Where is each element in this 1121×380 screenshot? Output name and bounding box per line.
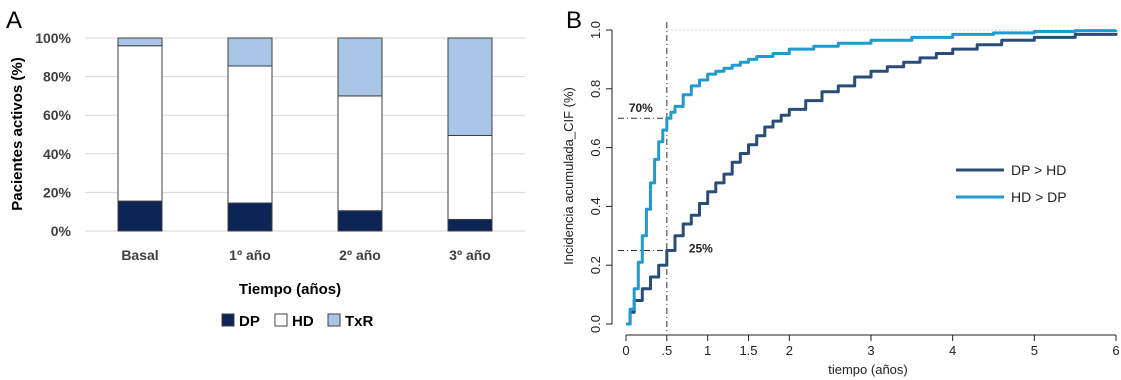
panel-a-y-tick-label: 40% bbox=[43, 146, 72, 162]
bar-segment-hd-3-a-o bbox=[447, 134, 493, 220]
bar-segment-txr-basal bbox=[117, 37, 163, 47]
bar-segment-dp-3-a-o bbox=[447, 218, 493, 232]
bar-segment-dp-basal bbox=[117, 200, 163, 232]
panel-a: A Pacientes activos (%) Tiempo (años) 0%… bbox=[6, 7, 525, 330]
panel-a-bars bbox=[117, 37, 493, 232]
panel-a-y-tick-label: 20% bbox=[43, 184, 72, 200]
panel-b-y-tick-label: 0.2 bbox=[588, 256, 603, 274]
series-line-hd-dp bbox=[626, 29, 1118, 326]
bar-segment-hd-2-a-o bbox=[337, 95, 383, 212]
panel-b-x-tick-label: 6 bbox=[1112, 343, 1119, 358]
series-line-dp-hd bbox=[626, 32, 1118, 326]
panel-a-x-tick-label: 3º año bbox=[449, 247, 491, 263]
panel-a-x-tick-label: 1º año bbox=[229, 247, 271, 263]
legend-label-dp: DP bbox=[239, 313, 260, 330]
panel-b-y-tick-label: 1.0 bbox=[588, 21, 603, 39]
panel-b-annotations: 70% 25% bbox=[629, 101, 713, 255]
panel-a-letter: A bbox=[6, 7, 22, 34]
bar-segment-hd-1-a-o bbox=[227, 65, 273, 204]
legend-label-hd-dp: HD > DP bbox=[1011, 189, 1067, 205]
panel-b-x-tick-label: 2 bbox=[786, 343, 793, 358]
annotation-label: 70% bbox=[629, 101, 653, 115]
legend-label-hd: HD bbox=[292, 313, 314, 330]
panel-b-x-tick-label: 1 bbox=[704, 343, 711, 358]
bar-segment-txr-2-a-o bbox=[337, 37, 383, 97]
panel-a-x-axis-title: Tiempo (años) bbox=[239, 281, 341, 298]
legend-swatch-dp bbox=[221, 313, 235, 327]
bar-segment-txr-3-a-o bbox=[447, 37, 493, 136]
panel-b-letter: B bbox=[566, 7, 582, 34]
panel-a-x-ticks: Basal 1º año 2º año 3º año bbox=[121, 247, 491, 263]
panel-a-y-tick-label: 80% bbox=[43, 69, 72, 85]
panel-b-x-ticks: 0 .5 1 1.5 2 3 4 5 6 bbox=[622, 335, 1120, 358]
panel-b-reference-lines bbox=[618, 22, 1116, 332]
legend-swatch-hd bbox=[274, 313, 288, 327]
panel-b-y-tick-label: 0.4 bbox=[588, 197, 603, 215]
panel-b-x-axis-title: tiempo (años) bbox=[828, 362, 907, 377]
bar-segment-txr-1-a-o bbox=[227, 37, 273, 67]
panel-b: B Incidencia acumulada_CIF (%) tiempo (a… bbox=[561, 7, 1120, 377]
panel-a-legend: DP HD TxR bbox=[221, 313, 374, 330]
panel-b-x-tick-label: 3 bbox=[867, 343, 874, 358]
panel-a-y-tick-label: 0% bbox=[51, 223, 72, 239]
panel-b-legend: DP > HD HD > DP bbox=[956, 162, 1067, 205]
legend-swatch-txr bbox=[327, 313, 341, 327]
bar-segment-dp-2-a-o bbox=[337, 210, 383, 232]
bar-segment-dp-1-a-o bbox=[227, 202, 273, 232]
legend-label-txr: TxR bbox=[345, 313, 374, 330]
panel-b-y-tick-label: 0.6 bbox=[588, 139, 603, 157]
panel-b-x-tick-label: 1.5 bbox=[739, 343, 757, 358]
bar-segment-hd-basal bbox=[117, 45, 163, 202]
panel-a-y-tick-label: 60% bbox=[43, 107, 72, 123]
panel-a-y-axis-title: Pacientes activos (%) bbox=[9, 57, 26, 210]
panel-b-series-lines bbox=[626, 29, 1118, 326]
panel-b-x-tick-label: 4 bbox=[949, 343, 956, 358]
panel-a-y-tick-label: 100% bbox=[35, 30, 71, 46]
panel-b-x-tick-label: 0 bbox=[622, 343, 629, 358]
annotation-label: 25% bbox=[689, 242, 713, 256]
panel-a-x-tick-label: Basal bbox=[121, 247, 158, 263]
panel-b-y-ticks: 0.0 0.2 0.4 0.6 0.8 1.0 bbox=[588, 21, 612, 333]
panel-b-y-axis-title: Incidencia acumulada_CIF (%) bbox=[561, 87, 576, 265]
panel-b-y-tick-label: 0.0 bbox=[588, 315, 603, 333]
panel-a-y-ticks: 0% 20% 40% 60% 80% 100% bbox=[35, 30, 71, 239]
panel-b-x-tick-label: .5 bbox=[661, 343, 672, 358]
panel-b-x-tick-label: 5 bbox=[1031, 343, 1038, 358]
legend-label-dp-hd: DP > HD bbox=[1011, 162, 1066, 178]
panel-a-x-tick-label: 2º año bbox=[339, 247, 381, 263]
panel-b-y-tick-label: 0.8 bbox=[588, 80, 603, 98]
